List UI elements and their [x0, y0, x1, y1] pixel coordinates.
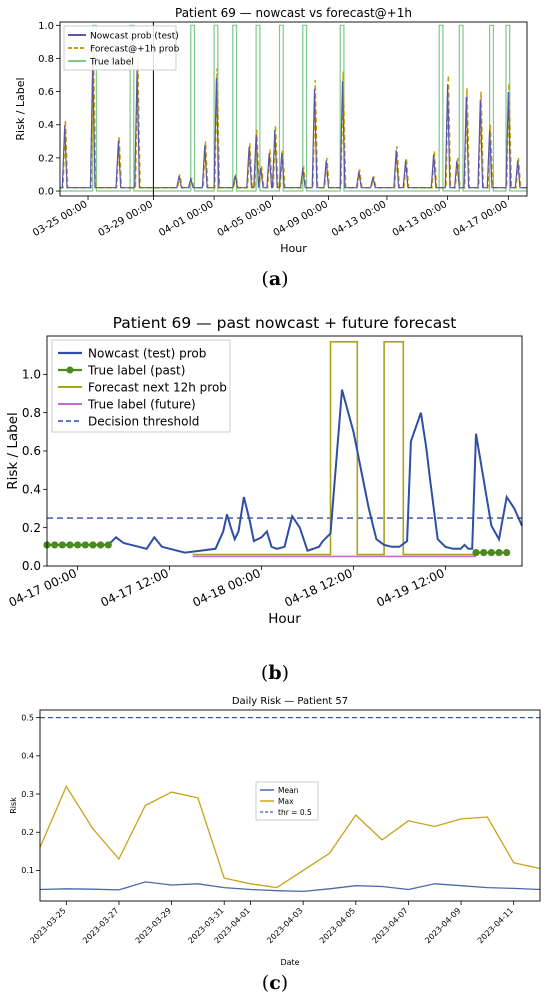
caption-a: (a) [261, 268, 289, 290]
chart-c-xtick-label: 2023-03-25 [28, 906, 67, 945]
chart-b-ytick-label: 0.2 [22, 521, 41, 535]
chart-b-ytick-label: 0.6 [22, 444, 41, 458]
chart-b-xtick-label: 04-19 12:00 [374, 566, 446, 610]
true-past-marker [66, 541, 74, 549]
chart-a-xtick-label: 04-05 00:00 [216, 199, 274, 239]
chart-a-ytick-label: 0.6 [38, 87, 54, 98]
chart-b: Patient 69 — past nowcast + future forec… [5, 314, 523, 627]
chart-c-ytick-label: 0.4 [21, 752, 34, 761]
chart-a-xtick-label: 04-13 00:00 [391, 199, 449, 239]
chart-c-ylabel: Risk [9, 797, 18, 814]
chart-b-legend-marker [66, 366, 74, 374]
chart-b-xlabel: Hour [268, 611, 301, 627]
chart-a-title: Patient 69 — nowcast vs forecast@+1h [175, 6, 412, 20]
chart-b-xtick-label: 04-17 00:00 [7, 566, 79, 610]
chart-c-ytick-label: 0.2 [21, 828, 34, 837]
caption-b: (b) [260, 662, 290, 684]
chart-a-xlabel: Hour [280, 242, 307, 255]
chart-b-xtick-label: 04-18 00:00 [190, 566, 262, 610]
chart-a-ylabel: Risk / Label [14, 77, 27, 140]
panel-b: Patient 69 — past nowcast + future forec… [0, 300, 550, 690]
chart-a-xtick-label: 03-29 00:00 [97, 199, 155, 239]
chart-b-xtick-label: 04-18 12:00 [282, 566, 354, 610]
true-past-marker [51, 541, 59, 549]
chart-a-xtick-label: 04-17 00:00 [451, 199, 509, 239]
chart-c-xtick-label: 2023-03-27 [81, 906, 120, 945]
panel-a: Patient 69 — nowcast vs forecast@+1h 0.0 0… [0, 0, 550, 300]
chart-c-xtick-label: 2023-03-29 [134, 906, 173, 945]
series-max [39, 785, 541, 889]
chart-b-ytick-label: 0.0 [22, 559, 41, 573]
chart-c-legend-label: thr = 0.5 [278, 808, 312, 817]
chart-a-legend-label: Forecast@+1h prob [90, 45, 180, 55]
panel-c: Daily Risk — Patient 57 0.1 0.2 0.3 0.4 0.5 20… [0, 690, 550, 1003]
chart-b-ylabel: Risk / Label [5, 412, 21, 490]
chart-c-ytick-label: 0.3 [21, 790, 34, 799]
chart-c-xlabel: Date [280, 958, 299, 967]
chart-a-xtick-label: 04-01 00:00 [157, 199, 215, 239]
true-past-marker [104, 541, 112, 549]
chart-a-ytick-label: 1.0 [38, 21, 54, 32]
series-mean [39, 881, 541, 893]
chart-c: Daily Risk — Patient 57 0.1 0.2 0.3 0.4 0.5 20… [9, 696, 541, 967]
chart-a-plot-frame [59, 21, 528, 197]
chart-a-ytick-label: 0.2 [38, 153, 54, 164]
chart-c-title: Daily Risk — Patient 57 [232, 696, 348, 707]
series-nowcast [60, 61, 527, 189]
chart-c-legend-label: Mean [278, 786, 299, 795]
true-past-marker [503, 548, 511, 557]
true-past-marker [58, 541, 66, 549]
true-past-marker [480, 548, 488, 557]
chart-b-legend-label: True label (past) [87, 364, 185, 378]
true-past-marker [97, 541, 105, 549]
chart-a-legend-label: Nowcast prob (test) [90, 32, 179, 42]
chart-c-xtick-label: 2023-04-11 [476, 906, 515, 945]
chart-a-xtick-label: 04-09 00:00 [272, 199, 330, 239]
chart-b-ytick-label: 0.4 [22, 483, 41, 497]
chart-b-legend-label: Nowcast (test) prob [88, 347, 206, 361]
true-past-marker [495, 548, 503, 557]
chart-a-ytick-label: 0.8 [38, 54, 54, 65]
chart-c-ytick-label: 0.1 [21, 866, 34, 875]
true-past-marker [81, 541, 89, 549]
chart-a-ytick-label: 0.0 [38, 187, 54, 198]
chart-c-xtick-label: 2023-04-07 [371, 906, 410, 945]
chart-b-ytick-label: 0.8 [22, 406, 41, 420]
chart-a-xtick-label: 04-13 00:00 [330, 199, 388, 239]
chart-b-legend-label: Forecast next 12h prob [88, 381, 227, 395]
true-past-marker [487, 548, 495, 557]
true-past-marker [74, 541, 82, 549]
true-past-marker [89, 541, 97, 549]
chart-c-ytick-label: 0.5 [21, 713, 34, 722]
chart-b-title: Patient 69 — past nowcast + future forec… [113, 314, 457, 332]
chart-a-ytick-label: 0.4 [38, 120, 54, 131]
true-past-marker [472, 548, 480, 557]
chart-c-legend-label: Max [278, 797, 294, 806]
caption-c: (c) [261, 972, 289, 994]
chart-b-legend-label: True label (future) [87, 398, 196, 412]
chart-a-legend-label: True label [89, 58, 134, 68]
chart-c-xtick-label: 2023-04-05 [318, 906, 357, 945]
chart-b-ytick-label: 1.0 [22, 368, 41, 382]
series-true-label [60, 24, 527, 192]
series-nowcast [47, 389, 523, 554]
chart-a: Patient 69 — nowcast vs forecast@+1h0.00… [14, 6, 528, 255]
series-forecast-12h [192, 341, 476, 556]
chart-c-plot-frame [39, 709, 541, 902]
chart-a-xtick-label: 03-25 00:00 [31, 199, 89, 239]
chart-c-xtick-label: 2023-04-09 [423, 906, 462, 945]
chart-b-xtick-label: 04-17 12:00 [99, 566, 171, 610]
chart-c-xtick-label: 2023-04-03 [265, 906, 304, 945]
chart-b-legend-label: Decision threshold [88, 415, 199, 429]
